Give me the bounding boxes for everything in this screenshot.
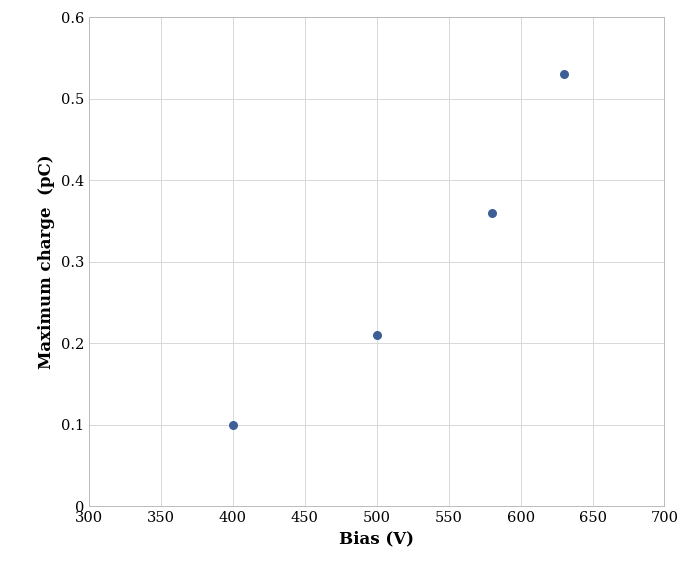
- Point: [227, 420, 238, 429]
- Point: [558, 70, 569, 79]
- Point: [486, 208, 497, 217]
- Point: [371, 330, 382, 339]
- Y-axis label: Maximum charge  (pC): Maximum charge (pC): [38, 154, 55, 369]
- X-axis label: Bias (V): Bias (V): [339, 530, 414, 547]
